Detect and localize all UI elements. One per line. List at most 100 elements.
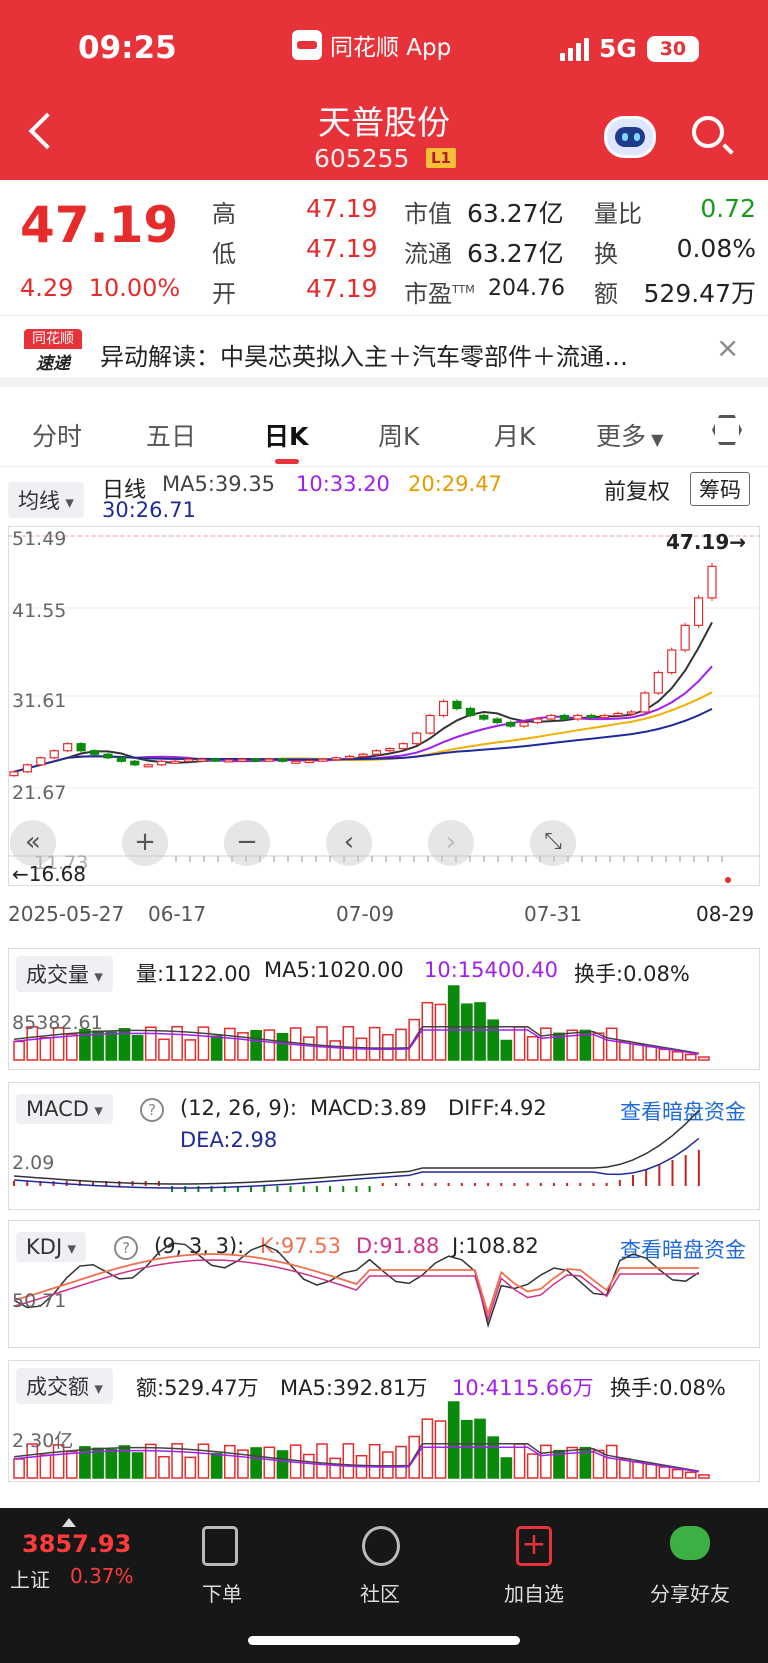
high-value: 47.19: [306, 194, 378, 223]
close-icon[interactable]: ×: [716, 331, 740, 364]
amount-chart[interactable]: [0, 1360, 768, 1482]
volume-bar-9: [131, 1034, 144, 1061]
tab-weekly-k[interactable]: 周K: [378, 422, 420, 451]
add-watchlist-icon[interactable]: +: [516, 1526, 552, 1566]
low-price-marker: ←16.68: [12, 862, 87, 886]
amount-bar-22: [302, 1453, 315, 1479]
tab-monthly-k[interactable]: 月K: [494, 422, 536, 451]
macd-value: MACD:3.89: [310, 1096, 427, 1120]
order-button[interactable]: 下单: [202, 1582, 242, 1606]
j-value: J:108.82: [452, 1234, 539, 1258]
volume-bar-52: [698, 1056, 710, 1061]
amount-bar-15: [210, 1452, 223, 1479]
news-text[interactable]: 异动解读：中昊芯英拟入主＋汽车零部件＋流通…: [100, 343, 628, 371]
community-button[interactable]: 社区: [360, 1582, 400, 1606]
date-label-1: 2025-05-27: [8, 902, 125, 926]
volume-selector[interactable]: 成交量: [16, 956, 113, 992]
level-badge: L1: [426, 148, 456, 168]
amount-bar-31: [421, 1418, 434, 1479]
home-indicator: [248, 1636, 520, 1645]
mcap-value: 63.27亿: [467, 199, 564, 228]
y-tick-2: 41.55: [12, 600, 67, 622]
amount-ma5-line: [13, 1443, 699, 1472]
volume-bar-17: [237, 1032, 249, 1061]
kdj-help-icon[interactable]: ?: [114, 1236, 138, 1260]
amount-selector[interactable]: 成交额: [16, 1368, 113, 1404]
amount-bar-16: [223, 1444, 236, 1479]
chips-button[interactable]: 筹码: [690, 472, 750, 506]
search-icon[interactable]: [692, 116, 724, 148]
scroll-left-button[interactable]: ‹: [326, 820, 372, 866]
candle-23: [318, 758, 328, 762]
high-label: 高: [212, 200, 236, 228]
macd-dark-pool-link[interactable]: 查看暗盘资金: [620, 1100, 746, 1124]
kdj-chart[interactable]: [0, 1220, 768, 1348]
amount-bar-13: [184, 1456, 197, 1479]
candle-24: [331, 757, 341, 761]
amount-bar-6: [92, 1447, 104, 1479]
diff-value: DIFF:4.92: [448, 1096, 547, 1120]
macd-help-icon[interactable]: ?: [140, 1098, 164, 1122]
expand-up-icon[interactable]: [62, 1518, 76, 1527]
volume-bar-24: [329, 1040, 341, 1061]
volume-ma10: 10:15400.40: [424, 958, 558, 982]
ma-selector[interactable]: 均线: [8, 482, 84, 518]
zoom-in-button[interactable]: +: [122, 820, 168, 866]
order-icon[interactable]: [202, 1526, 238, 1566]
amount-bar-10: [144, 1443, 157, 1479]
price-change: 4.29 10.00%: [20, 274, 180, 302]
scroll-right-button[interactable]: ›: [428, 820, 474, 866]
volume-bar-25: [342, 1026, 355, 1061]
float-label: 流通: [404, 240, 452, 268]
amount-value: 529.47万: [643, 279, 756, 308]
volume-bar-0: [13, 1040, 25, 1061]
amount-bar-28: [382, 1451, 394, 1479]
assistant-robot-icon[interactable]: [604, 116, 656, 158]
stock-name: 天普股份: [318, 103, 450, 142]
candle-5: [76, 743, 86, 752]
news-banner[interactable]: 同花顺速递 异动解读：中昊芯英拟入主＋汽车零部件＋流通… ×: [0, 317, 768, 387]
amount-bar-0: [13, 1458, 25, 1479]
chevron-down-icon: ▼: [646, 430, 664, 449]
turnover-value: 0.08%: [676, 234, 756, 263]
news-logo-bottom: 速递: [36, 354, 70, 374]
amount-bar-19: [263, 1446, 276, 1479]
community-icon[interactable]: [362, 1526, 400, 1566]
tab-five-day[interactable]: 五日: [146, 422, 197, 451]
macd-selector[interactable]: MACD: [16, 1094, 113, 1124]
tab-intraday[interactable]: 分时: [32, 422, 83, 451]
candle-20: [277, 758, 288, 762]
volume-bar-40: [540, 1027, 552, 1061]
ma30-legend: 30:26.71: [102, 498, 196, 522]
period-tabs: 分时 五日 日K 周K 月K 更多 ▼: [0, 393, 768, 467]
j-line: [13, 1242, 700, 1329]
share-button[interactable]: 分享好友: [650, 1582, 730, 1606]
macd-chart[interactable]: [0, 1082, 768, 1210]
ma10-legend: 10:33.20: [296, 472, 390, 496]
date-label-4: 07-31: [524, 902, 583, 926]
tab-daily-k[interactable]: 日K: [264, 422, 309, 451]
kline-chart[interactable]: [0, 526, 768, 886]
fullscreen-button[interactable]: ⤡: [530, 820, 576, 866]
candle-21: [291, 760, 301, 764]
tab-more[interactable]: 更多 ▼: [596, 422, 664, 451]
k-value: K:97.53: [260, 1234, 341, 1258]
candle-25: [344, 755, 355, 759]
adjust-toggle[interactable]: 前复权: [604, 480, 671, 505]
wechat-icon[interactable]: [670, 1526, 710, 1560]
volume-bar-34: [461, 1003, 473, 1061]
kdj-dark-pool-link[interactable]: 查看暗盘资金: [620, 1238, 746, 1262]
amount-bar-24: [329, 1457, 341, 1479]
index-percent: 0.37%: [70, 1564, 134, 1588]
volume-chart[interactable]: [0, 948, 768, 1070]
amount-bar-5: [79, 1446, 91, 1479]
news-logo-top: 同花顺: [24, 329, 82, 349]
zoom-out-button[interactable]: −: [224, 820, 270, 866]
status-time: 09:25: [78, 30, 177, 66]
candle-2: [36, 757, 46, 766]
scroll-left-fast-button[interactable]: «: [10, 820, 56, 866]
index-value[interactable]: 3857.93: [22, 1530, 132, 1558]
kdj-selector[interactable]: KDJ: [16, 1232, 87, 1262]
add-watchlist-button[interactable]: 加自选: [504, 1582, 564, 1606]
settings-icon[interactable]: [712, 415, 742, 445]
